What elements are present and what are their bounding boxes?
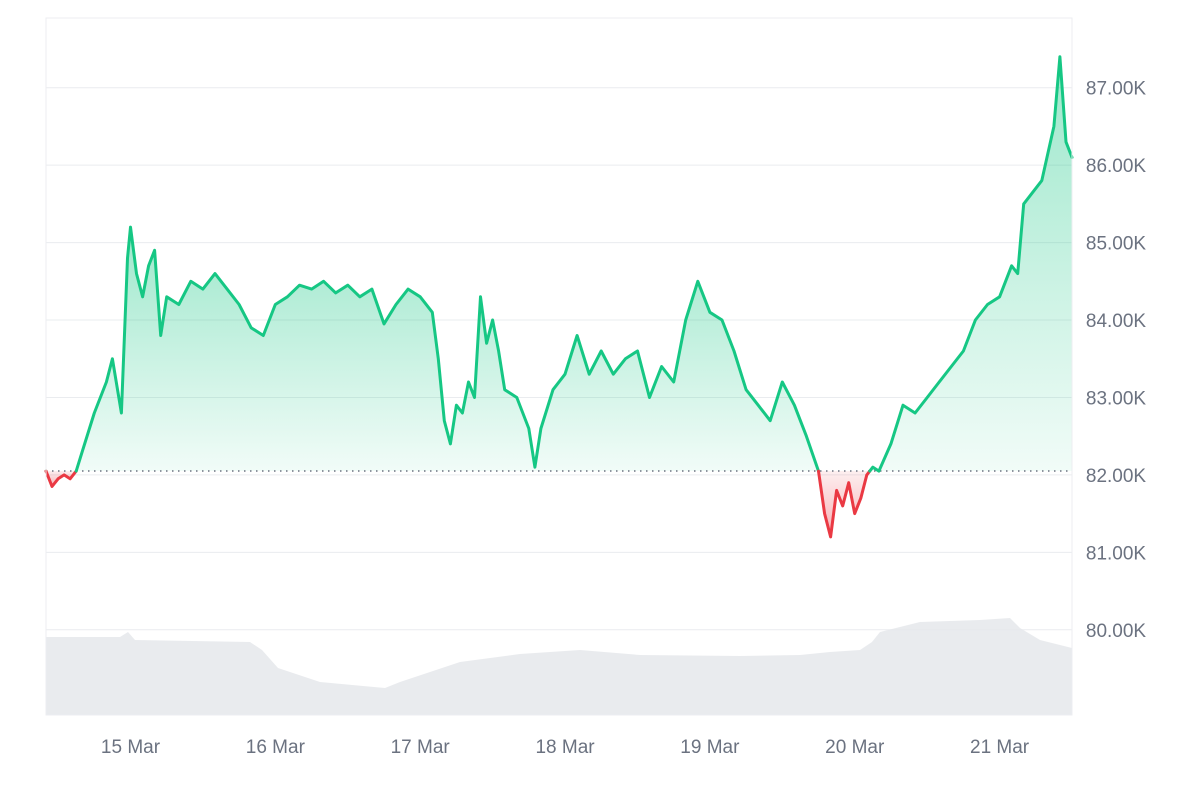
fill-above bbox=[76, 227, 819, 472]
line-below bbox=[817, 469, 872, 539]
y-tick-label: 86.00K bbox=[1086, 156, 1147, 177]
price-line bbox=[44, 55, 1074, 539]
fill-above bbox=[869, 56, 1072, 472]
price-fill bbox=[46, 56, 1072, 537]
x-tick-label: 21 Mar bbox=[970, 737, 1030, 758]
line-above bbox=[868, 55, 1074, 473]
x-tick-label: 16 Mar bbox=[246, 737, 306, 758]
x-tick-label: 19 Mar bbox=[680, 737, 740, 758]
y-axis: 80.00K 81.00K 82.00K 83.00K 84.00K 85.00K 86.0… bbox=[1086, 79, 1147, 642]
y-tick-label: 87.00K bbox=[1086, 79, 1147, 100]
plot-frame bbox=[45, 17, 1073, 716]
line-below bbox=[44, 469, 78, 488]
y-tick-label: 84.00K bbox=[1086, 311, 1147, 332]
volume-area bbox=[46, 618, 1072, 715]
x-tick-label: 20 Mar bbox=[825, 737, 885, 758]
x-tick-label: 17 Mar bbox=[391, 737, 451, 758]
y-tick-label: 81.00K bbox=[1086, 543, 1147, 564]
y-tick-label: 80.00K bbox=[1086, 621, 1147, 642]
x-tick-label: 15 Mar bbox=[101, 737, 161, 758]
x-tick-label: 18 Mar bbox=[535, 737, 595, 758]
x-axis: 15 Mar 16 Mar 17 Mar 18 Mar 19 Mar 20 Mar 21 M… bbox=[101, 737, 1030, 758]
line-above bbox=[74, 225, 820, 473]
y-tick-label: 82.00K bbox=[1086, 466, 1147, 487]
y-tick-label: 85.00K bbox=[1086, 234, 1147, 255]
y-tick-label: 83.00K bbox=[1086, 388, 1147, 409]
